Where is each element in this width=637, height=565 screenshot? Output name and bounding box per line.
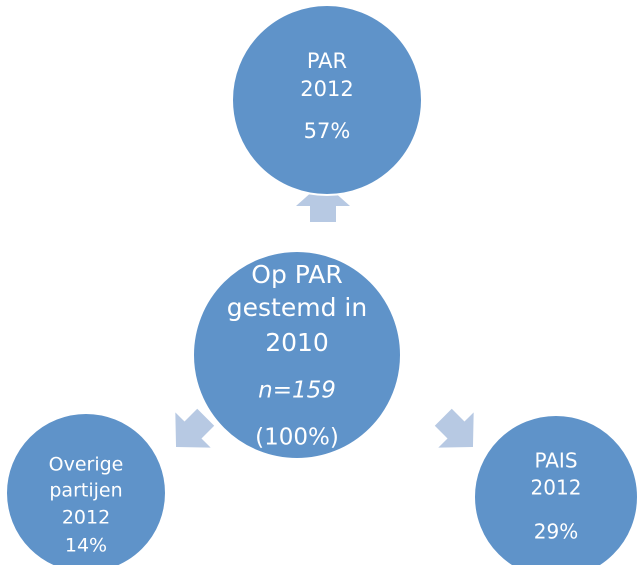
node-text: partijen: [49, 480, 122, 502]
node-text: 2012: [531, 476, 582, 500]
node-text: 2012: [300, 77, 353, 101]
left-node: [5, 412, 167, 565]
node-text: 2010: [265, 328, 329, 357]
node-text: 14%: [65, 535, 107, 557]
node-text: gestemd in: [227, 293, 367, 322]
arrow-right: [434, 408, 474, 448]
node-text: 57%: [304, 119, 351, 143]
node-text: PAIS: [534, 449, 577, 473]
node-text: Op PAR: [251, 260, 342, 289]
node-text: n=159: [258, 378, 336, 404]
center-node: [192, 250, 402, 460]
arrow-left: [175, 408, 215, 448]
node-text: 29%: [534, 520, 578, 544]
right-node: [473, 414, 637, 565]
node-text: (100%): [255, 425, 339, 451]
node-text: PAR: [307, 49, 347, 73]
node-text: 2012: [62, 507, 110, 529]
node-text: Overige: [49, 454, 124, 476]
top-node: [231, 4, 423, 196]
arrow-up: [296, 182, 350, 222]
